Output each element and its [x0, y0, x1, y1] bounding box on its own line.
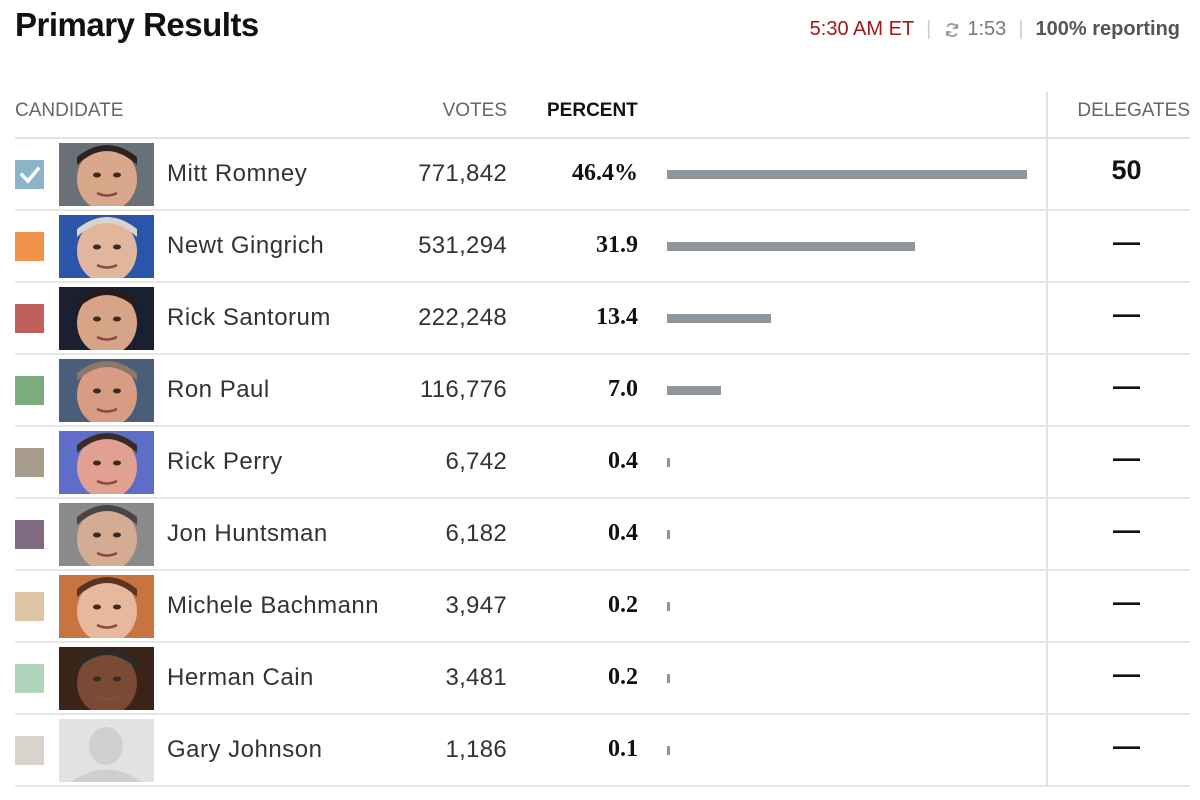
vote-percent: 46.4% [572, 160, 638, 186]
table-row: Rick Santorum 222,248 13.4 — [15, 283, 1190, 355]
delegate-count: 50 [1111, 155, 1142, 185]
percent-bar [667, 458, 670, 467]
refresh-countdown: 1:53 [967, 18, 1007, 40]
percent-bar [667, 602, 670, 611]
delegate-count: — [1113, 443, 1140, 473]
percent-bar [667, 386, 721, 395]
vote-count: 1,186 [445, 736, 507, 763]
update-time: 5:30 AM ET [809, 18, 915, 40]
candidate-name[interactable]: Ron Paul [167, 376, 270, 403]
table-row: Jon Huntsman 6,182 0.4 — [15, 499, 1190, 571]
divider: | [1018, 18, 1024, 40]
percent-bar [667, 170, 1027, 179]
vote-count: 6,742 [445, 448, 507, 475]
table-row: Michele Bachmann 3,947 0.2 — [15, 571, 1190, 643]
candidate-color-swatch [15, 448, 44, 477]
table-row: Ron Paul 116,776 7.0 — [15, 355, 1190, 427]
vote-percent: 31.9 [596, 232, 638, 258]
vote-percent: 0.1 [608, 736, 638, 762]
results-table: CANDIDATE VOTES PERCENT DELEGATES Mitt R… [15, 90, 1190, 787]
candidate-name[interactable]: Herman Cain [167, 664, 314, 691]
vote-percent: 13.4 [596, 304, 638, 330]
vote-count: 3,947 [445, 592, 507, 619]
percent-bar [667, 242, 915, 251]
candidate-photo [59, 503, 154, 566]
candidate-name[interactable]: Jon Huntsman [167, 520, 328, 547]
vote-count: 771,842 [418, 160, 507, 187]
status-bar: 5:30 AM ET | 1:53 | 100% reporting [810, 18, 1180, 41]
candidate-color-swatch [15, 304, 44, 333]
table-row: Mitt Romney 771,842 46.4% 50 [15, 139, 1190, 211]
percent-bar [667, 674, 670, 683]
vote-count: 531,294 [418, 232, 507, 259]
delegate-count: — [1113, 587, 1140, 617]
delegate-count: — [1113, 299, 1140, 329]
winner-check-swatch [15, 160, 44, 189]
candidate-photo [59, 287, 154, 350]
column-header-candidate[interactable]: CANDIDATE [15, 100, 124, 121]
column-header-votes[interactable]: VOTES [442, 100, 507, 121]
candidate-name[interactable]: Rick Santorum [167, 304, 331, 331]
vote-percent: 0.2 [608, 592, 638, 618]
candidate-color-swatch [15, 520, 44, 549]
vote-percent: 0.4 [608, 448, 638, 474]
vote-percent: 0.2 [608, 664, 638, 690]
table-row: Herman Cain 3,481 0.2 — [15, 643, 1190, 715]
column-header-percent[interactable]: PERCENT [547, 100, 638, 121]
candidate-name[interactable]: Newt Gingrich [167, 232, 325, 259]
refresh-button[interactable]: 1:53 [943, 18, 1006, 41]
percent-bar [667, 314, 771, 323]
vote-count: 116,776 [419, 376, 507, 403]
candidate-name[interactable]: Rick Perry [167, 448, 283, 475]
delegate-count: — [1113, 659, 1140, 689]
vote-count: 3,481 [445, 664, 507, 691]
column-header-delegates[interactable]: DELEGATES [1077, 100, 1190, 121]
candidate-color-swatch [15, 232, 44, 261]
candidate-color-swatch [15, 664, 44, 693]
table-row: Newt Gingrich 531,294 31.9 — [15, 211, 1190, 283]
candidate-photo [59, 215, 154, 278]
candidate-photo [59, 647, 154, 710]
reporting-status: 100% reporting [1035, 18, 1180, 40]
candidate-photo [59, 575, 154, 638]
vote-percent: 7.0 [608, 376, 638, 402]
delegates-column-divider [1046, 92, 1048, 785]
checkmark-icon [19, 166, 40, 184]
candidate-name[interactable]: Michele Bachmann [167, 592, 380, 619]
table-row: Rick Perry 6,742 0.4 — [15, 427, 1190, 499]
candidate-name[interactable]: Gary Johnson [167, 736, 323, 763]
candidate-color-swatch [15, 376, 44, 405]
candidate-photo [59, 359, 154, 422]
table-row: Gary Johnson 1,186 0.1 — [15, 715, 1190, 787]
candidate-photo [59, 143, 154, 206]
refresh-icon [946, 22, 959, 37]
vote-percent: 0.4 [608, 520, 638, 546]
percent-bar [667, 746, 670, 755]
percent-bar [667, 530, 670, 539]
divider: | [926, 18, 932, 40]
candidate-photo [59, 719, 154, 782]
delegate-count: — [1113, 515, 1140, 545]
results-rows: Mitt Romney 771,842 46.4% 50 Newt Gingrich 53… [15, 139, 1190, 787]
delegate-count: — [1113, 731, 1140, 761]
candidate-color-swatch [15, 592, 44, 621]
vote-count: 222,248 [418, 304, 507, 331]
vote-count: 6,182 [445, 520, 507, 547]
candidate-photo [59, 431, 154, 494]
table-header: CANDIDATE VOTES PERCENT DELEGATES [15, 90, 1190, 139]
candidate-color-swatch [15, 736, 44, 765]
delegate-count: — [1113, 371, 1140, 401]
candidate-name[interactable]: Mitt Romney [167, 160, 308, 187]
delegate-count: — [1113, 227, 1140, 257]
page-title: Primary Results [15, 6, 259, 43]
